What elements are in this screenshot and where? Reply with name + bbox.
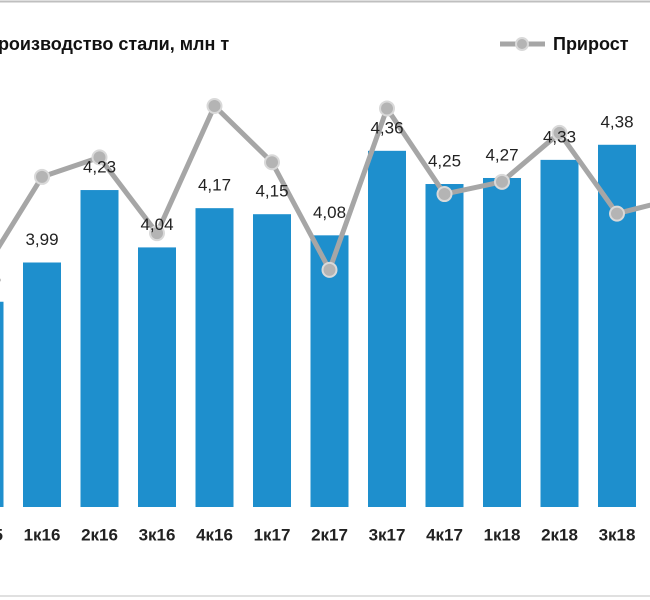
legend-label: Прирост [553, 34, 629, 54]
x-tick-label: 2к18 [541, 525, 578, 544]
value-label: 4,17 [198, 176, 231, 195]
bar [253, 214, 291, 507]
value-label: 4,38 [600, 112, 633, 131]
x-tick-label: 2к17 [311, 525, 348, 544]
line-marker [494, 173, 510, 190]
bar [138, 247, 176, 507]
x-tick-label: 4к17 [426, 525, 463, 544]
x-tick-label: 3к16 [139, 525, 176, 544]
value-label: 4,08 [313, 203, 346, 222]
bar [598, 144, 636, 507]
bar [310, 235, 349, 508]
x-tick-label: 1к17 [254, 525, 291, 544]
line-marker [609, 205, 625, 222]
bar [80, 190, 119, 508]
line-marker [551, 124, 568, 141]
bar [23, 262, 61, 507]
line-marker [91, 149, 108, 166]
value-label: 3,86 [0, 269, 1, 288]
value-label: 3,99 [25, 230, 58, 249]
bar [195, 208, 234, 507]
bar [0, 301, 4, 507]
x-tick-label: 4к16 [196, 525, 233, 544]
value-label: 4,33 [543, 127, 576, 146]
x-tick-label: 1к18 [484, 525, 521, 544]
x-tick-label: 1к16 [24, 525, 61, 544]
line-marker [379, 100, 395, 117]
value-label: 4,23 [83, 158, 116, 177]
x-tick-label: 4к15 [0, 525, 3, 544]
line-marker [264, 154, 280, 171]
legend-label: Производство стали, млн т [0, 34, 229, 54]
bar [368, 150, 406, 507]
value-label: 4,04 [140, 215, 173, 234]
line-marker [34, 168, 50, 185]
line-marker [149, 225, 165, 242]
value-label: 4,36 [370, 118, 403, 137]
line-marker [436, 186, 453, 203]
bar [540, 159, 579, 508]
line-marker [206, 98, 223, 115]
x-tick-label: 2к16 [81, 525, 118, 544]
value-label: 4,27 [485, 145, 518, 164]
x-tick-label: 3к17 [369, 525, 406, 544]
bar [483, 177, 521, 507]
value-label: 4,25 [428, 152, 461, 171]
line-marker [321, 261, 338, 278]
x-tick-label: 3к18 [599, 525, 636, 544]
value-label: 4,15 [255, 182, 288, 201]
legend-swatch [515, 37, 529, 51]
bar [425, 184, 464, 507]
